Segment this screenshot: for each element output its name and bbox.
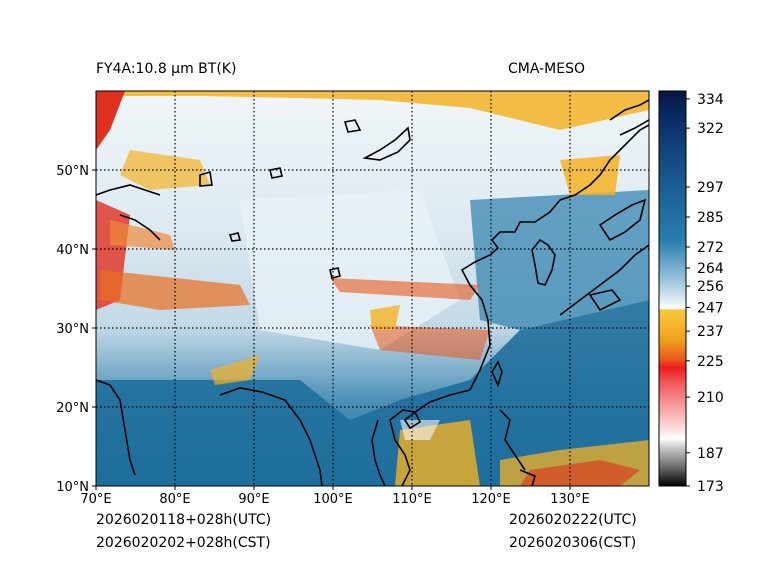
colorbar-tick-label: 173 bbox=[697, 479, 724, 495]
colorbar-ticks: 334 322 297 285 272 264 256 247 237 225 210 187 173 bbox=[686, 92, 724, 495]
valid-time-cst: 2026020306(CST) bbox=[509, 535, 637, 551]
init-time-utc: 2026020118+028h(UTC) bbox=[96, 512, 272, 528]
colorbar-tick-label: 334 bbox=[697, 92, 724, 108]
colorbar-tick-label: 322 bbox=[697, 121, 724, 137]
colorbar-tick-label: 272 bbox=[697, 240, 724, 256]
lon-label-80: 80°E bbox=[159, 492, 190, 507]
colorbar-tick-label: 247 bbox=[697, 300, 724, 316]
colorbar-tick-label: 187 bbox=[697, 446, 724, 462]
lon-label-110: 110°E bbox=[392, 492, 432, 507]
init-time-cst: 2026020202+028h(CST) bbox=[96, 535, 271, 551]
lon-label-120: 120°E bbox=[471, 492, 511, 507]
colorbar-tick-label: 285 bbox=[697, 210, 724, 226]
colorbar-tick-label: 256 bbox=[697, 279, 724, 295]
lat-label-50: 50°N bbox=[56, 164, 89, 179]
lon-label-130: 130°E bbox=[550, 492, 590, 507]
colorbar-tick-label: 225 bbox=[697, 354, 724, 370]
satellite-image bbox=[96, 91, 649, 486]
map-frame bbox=[95, 90, 650, 487]
lon-label-100: 100°E bbox=[313, 492, 353, 507]
colorbar-tick-label: 297 bbox=[697, 180, 724, 196]
title-left: FY4A:10.8 μm BT(K) bbox=[96, 61, 237, 77]
colorbar-tick-label: 237 bbox=[697, 324, 724, 340]
lat-label-30: 30°N bbox=[56, 322, 89, 337]
lat-tick-marks bbox=[92, 169, 96, 487]
lon-label-70: 70°E bbox=[80, 492, 111, 507]
valid-time-utc: 2026020222(UTC) bbox=[509, 512, 637, 528]
title-right: CMA-MESO bbox=[508, 61, 586, 77]
colorbar-tick-label: 264 bbox=[697, 261, 724, 277]
lon-tick-marks bbox=[95, 486, 571, 490]
lat-label-20: 20°N bbox=[56, 401, 89, 416]
colorbar bbox=[658, 90, 687, 487]
lat-label-10: 10°N bbox=[56, 480, 89, 495]
graticule bbox=[96, 91, 649, 486]
lon-label-90: 90°E bbox=[238, 492, 269, 507]
coastlines bbox=[96, 99, 649, 486]
colorbar-tick-label: 210 bbox=[697, 390, 724, 406]
lat-label-40: 40°N bbox=[56, 243, 89, 258]
